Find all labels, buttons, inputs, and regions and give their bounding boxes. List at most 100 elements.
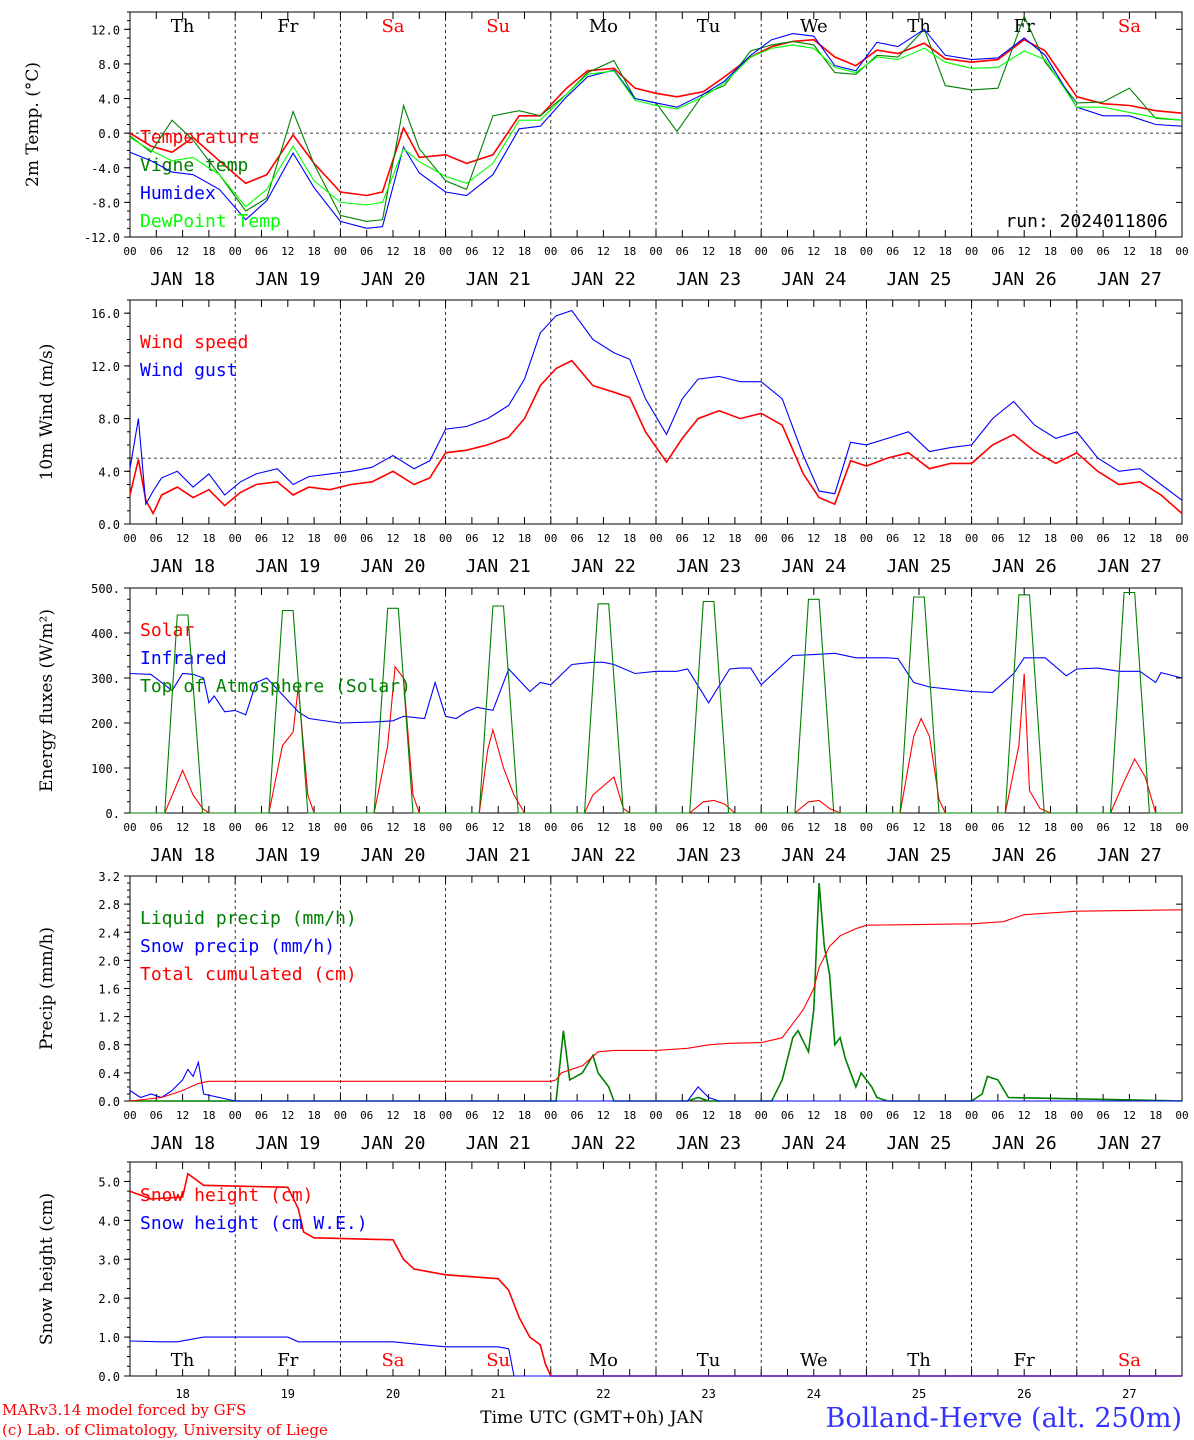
hour-label: 18 [1149, 821, 1162, 834]
hour-label: 12 [492, 821, 505, 834]
y-tick-label: 3.2 [98, 870, 120, 884]
y-tick-label: 0.0 [98, 1095, 120, 1109]
hour-label: 00 [965, 1109, 978, 1122]
hour-label: 18 [939, 245, 952, 258]
legend-entry: Wind gust [140, 360, 238, 381]
hour-label: 06 [676, 821, 689, 834]
hour-label: 12 [386, 821, 399, 834]
panel-4: 5.0 4.0 3.0 2.0 1.0 0.0 Snow height (cm) 18 19 20… [37, 1161, 1183, 1401]
series-line-wind-speed [129, 359, 1183, 516]
hour-label: 00 [544, 1109, 557, 1122]
hour-label: 06 [465, 1109, 478, 1122]
hour-label: 06 [570, 821, 583, 834]
hour-label: 18 [1044, 821, 1057, 834]
y-axis-title: 10m Wind (m/s) [37, 344, 57, 481]
day-number-label: 18 [175, 1387, 189, 1401]
hour-label: 00 [860, 532, 873, 545]
hour-label: 00 [544, 245, 557, 258]
weekday-label: Su [486, 1350, 510, 1371]
hour-label: 12 [1018, 532, 1031, 545]
hour-label: 18 [518, 245, 531, 258]
hour-label: 18 [1044, 532, 1057, 545]
weekday-label: Fr [277, 16, 298, 37]
date-label: JAN 20 [360, 269, 425, 290]
hour-label: 00 [755, 821, 768, 834]
hour-label: 18 [202, 1109, 215, 1122]
hour-label: 12 [597, 532, 610, 545]
date-label: JAN 23 [676, 556, 741, 577]
series-line-snow-height-cm-w-e- [129, 1336, 1182, 1377]
legend-entry: Snow precip (mm/h) [140, 936, 335, 957]
y-axis-title: Snow height (cm) [37, 1193, 57, 1345]
hour-label: 06 [255, 1109, 268, 1122]
y-tick-label: 400. [91, 627, 120, 641]
panel-2: 500. 400. 300. 200. 100. 0. Energy fluxes (W/m… [37, 582, 1189, 866]
hour-label: 06 [781, 821, 794, 834]
y-tick-label: 200. [91, 717, 120, 731]
day-number-label: 23 [701, 1387, 715, 1401]
series-line-infrared [129, 652, 1183, 724]
hour-label: 18 [307, 1109, 320, 1122]
hour-label: 18 [413, 532, 426, 545]
y-tick-label: 12.0 [91, 23, 120, 37]
hour-label: 06 [150, 1109, 163, 1122]
hour-label: 18 [728, 1109, 741, 1122]
hour-label: 06 [255, 821, 268, 834]
footer-lab: (c) Lab. of Climatology, University of L… [2, 1421, 328, 1439]
hour-label: 00 [649, 532, 662, 545]
hour-label: 06 [886, 532, 899, 545]
y-tick-label: 4.0 [98, 1214, 120, 1228]
y-tick-label: 1.6 [98, 983, 120, 997]
y-tick-label: 2.0 [98, 954, 120, 968]
series-line-top-of-atmosphere-solar- [130, 591, 1182, 814]
hour-label: 12 [281, 1109, 294, 1122]
hour-label: 18 [1149, 532, 1162, 545]
legend-entry: Snow height (cm) [140, 1185, 313, 1206]
y-tick-label: 2.8 [98, 898, 120, 912]
hour-label: 12 [597, 245, 610, 258]
hour-label: 00 [755, 1109, 768, 1122]
hour-label: 06 [360, 1109, 373, 1122]
y-tick-label: 1.0 [98, 1331, 120, 1345]
date-label: JAN 24 [781, 1133, 846, 1154]
hour-label: 00 [229, 821, 242, 834]
date-label: JAN 19 [255, 269, 320, 290]
hour-label: 12 [176, 245, 189, 258]
hour-label: 06 [1096, 245, 1109, 258]
weekday-label: Mo [589, 16, 618, 37]
series-line-humidex [129, 28, 1183, 229]
hour-label: 18 [728, 821, 741, 834]
hour-label: 18 [939, 821, 952, 834]
panel-1: 16.0 12.0 8.0 4.0 0.0 10m Wind (m/s) 00 06 12 18 0… [37, 299, 1189, 577]
hour-label: 18 [939, 532, 952, 545]
weekday-label: Fr [277, 1350, 298, 1371]
day-number-label: 21 [491, 1387, 505, 1401]
hour-label: 06 [781, 532, 794, 545]
legend-entry: Temperature [140, 127, 259, 148]
series-line-temperature [129, 38, 1183, 197]
date-label: JAN 27 [1097, 1133, 1162, 1154]
hour-label: 00 [123, 821, 136, 834]
hour-label: 18 [833, 1109, 846, 1122]
hour-label: 12 [1123, 821, 1136, 834]
hour-label: 00 [229, 532, 242, 545]
hour-label: 00 [229, 1109, 242, 1122]
weekday-label: Fr [1014, 1350, 1035, 1371]
hour-label: 00 [334, 532, 347, 545]
hour-label: 12 [912, 821, 925, 834]
hour-label: 00 [1070, 1109, 1083, 1122]
hour-label: 00 [439, 1109, 452, 1122]
hour-label: 12 [807, 1109, 820, 1122]
hour-label: 12 [807, 245, 820, 258]
hour-label: 00 [1175, 1109, 1188, 1122]
hour-label: 00 [755, 532, 768, 545]
series-line-wind-gust [129, 309, 1183, 507]
hour-label: 12 [281, 532, 294, 545]
day-number-label: 20 [386, 1387, 400, 1401]
series-line-snow-height-cm- [129, 1172, 1182, 1377]
hour-label: 12 [702, 821, 715, 834]
hour-label: 18 [518, 1109, 531, 1122]
y-tick-label: 0. [106, 807, 120, 821]
date-label: JAN 25 [886, 269, 951, 290]
